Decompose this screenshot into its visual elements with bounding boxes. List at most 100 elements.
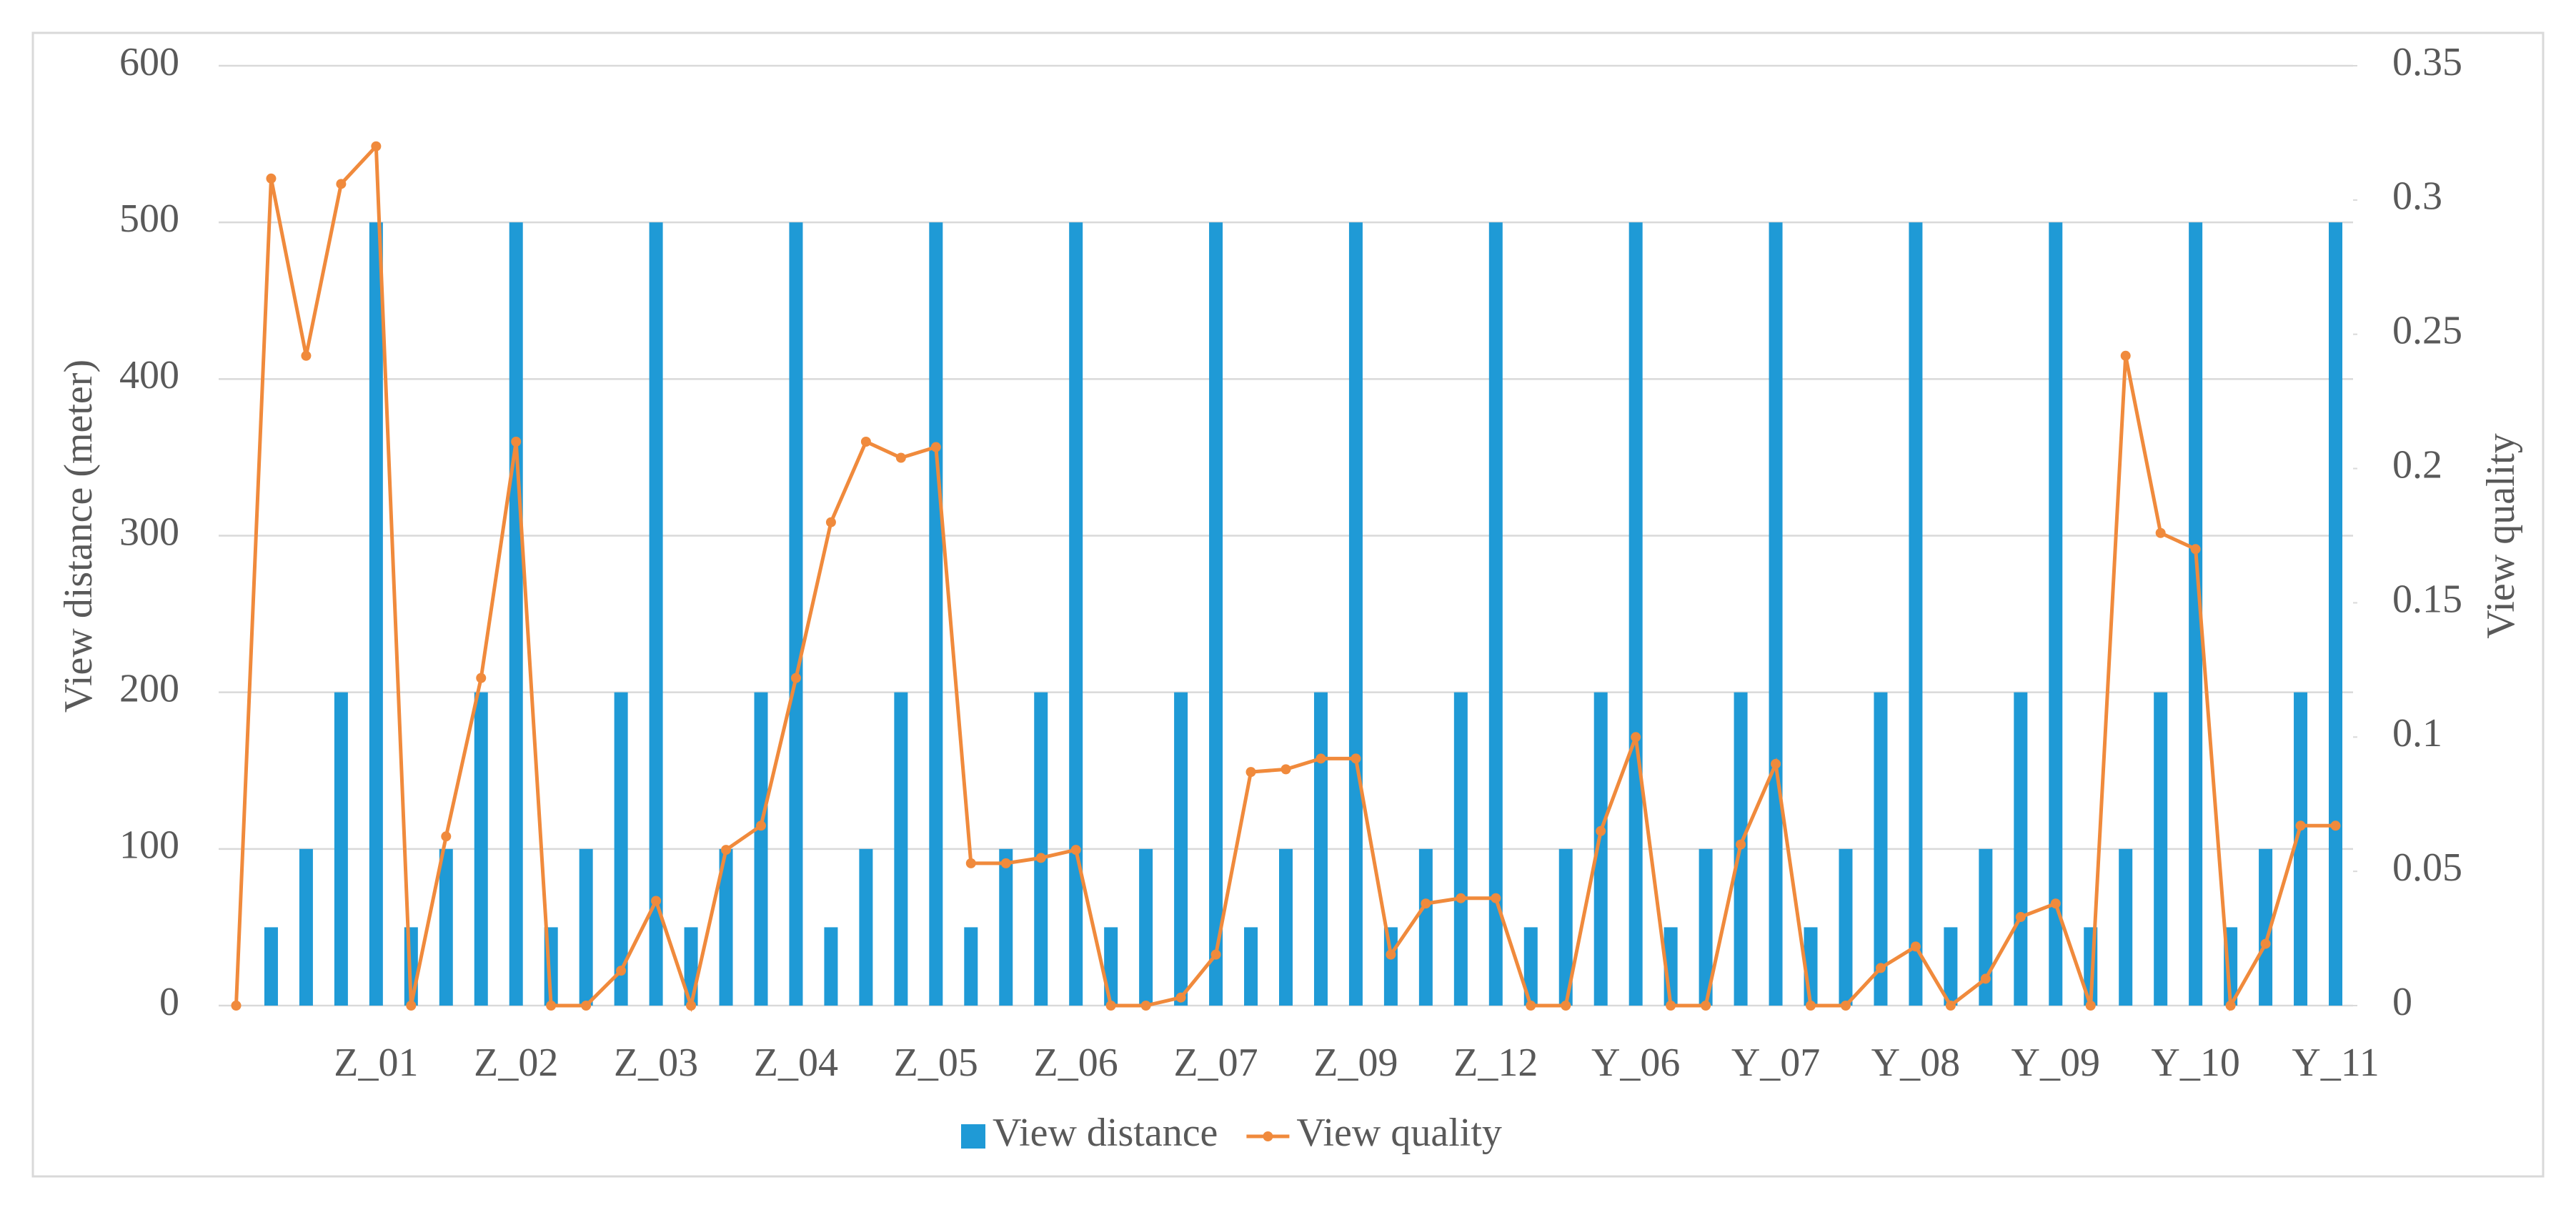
line-marker: [1526, 1001, 1536, 1011]
line-marker: [616, 966, 627, 976]
line-marker: [1875, 963, 1886, 973]
line-marker: [441, 831, 452, 842]
line-marker: [1105, 1001, 1116, 1011]
line-marker: [1840, 1001, 1851, 1011]
y-tick-label: 300: [119, 510, 179, 554]
bar: [929, 222, 943, 1006]
line-marker: [930, 442, 941, 452]
bar: [1523, 927, 1538, 1006]
line-marker: [2190, 544, 2201, 555]
bar: [1034, 692, 1048, 1006]
line-marker: [1910, 941, 1921, 952]
line-marker: [1280, 764, 1291, 775]
bar: [964, 927, 978, 1006]
line-marker: [965, 858, 976, 868]
line-marker: [1456, 893, 1466, 903]
bar: [1104, 927, 1118, 1006]
bar: [1174, 692, 1188, 1006]
bar: [1209, 222, 1223, 1006]
bar: [1944, 927, 1958, 1006]
bar: [1839, 848, 1853, 1006]
x-tick-label: Y_08: [1871, 1041, 1960, 1085]
line-marker: [651, 896, 662, 906]
bar: [509, 222, 523, 1006]
line-marker: [825, 517, 836, 527]
y2-axis-title: View quality: [2479, 433, 2523, 638]
bar: [2049, 222, 2063, 1006]
bar: [1453, 692, 1468, 1006]
bar: [2014, 692, 2028, 1006]
line-marker: [476, 673, 487, 683]
line-marker: [860, 437, 871, 447]
bar: [1279, 848, 1293, 1006]
y2-tick-label: 0.2: [2392, 442, 2442, 487]
line-marker: [1351, 753, 1361, 764]
line-marker: [1736, 839, 1746, 850]
y-tick-label: 600: [119, 40, 179, 84]
line-marker: [2260, 938, 2271, 949]
line-marker: [2225, 1001, 2236, 1011]
line-marker: [511, 437, 522, 447]
line-marker: [1491, 893, 1501, 903]
x-tick-label: Z_12: [1453, 1041, 1538, 1085]
bar: [614, 692, 628, 1006]
bar: [1874, 692, 1888, 1006]
y2-tick-label: 0.35: [2392, 40, 2462, 84]
legend-label: View distance: [993, 1111, 1218, 1155]
bar: [1628, 222, 1643, 1006]
x-tick-label: Z_07: [1173, 1041, 1258, 1085]
bar: [754, 692, 768, 1006]
x-tick-label: Y_09: [2011, 1041, 2100, 1085]
bar: [859, 848, 873, 1006]
line-marker: [2015, 912, 2026, 923]
line-marker: [231, 1001, 242, 1011]
line-marker: [2050, 898, 2061, 909]
line-marker: [1386, 949, 1396, 960]
x-tick-label: Y_06: [1591, 1041, 1680, 1085]
line-marker: [895, 452, 906, 463]
y2-tick-label: 0.1: [2392, 711, 2442, 755]
y-axis-title: View distance (meter): [56, 359, 101, 713]
y2-tick-label: 0: [2392, 980, 2412, 1024]
y-tick-label: 100: [119, 823, 179, 868]
y2-tick-label: 0.25: [2392, 309, 2462, 353]
line-marker: [790, 673, 801, 683]
y-tick-label: 500: [119, 197, 179, 241]
bar: [1593, 692, 1608, 1006]
line-marker: [755, 820, 766, 831]
bar: [1558, 848, 1573, 1006]
bar: [824, 927, 838, 1006]
bar: [999, 848, 1013, 1006]
bar: [2259, 848, 2273, 1006]
y2-tick-label: 0.15: [2392, 577, 2462, 621]
legend-label: View quality: [1296, 1111, 1501, 1155]
line-marker: [1701, 1001, 1711, 1011]
x-tick-label: Z_03: [614, 1041, 698, 1085]
line-marker: [2155, 527, 2166, 538]
line-marker: [1316, 753, 1326, 764]
line-marker: [1245, 767, 1256, 778]
line-marker: [2085, 1001, 2096, 1011]
line-marker: [301, 350, 312, 361]
bar: [1313, 692, 1328, 1006]
line-marker: [266, 173, 277, 184]
y-tick-label: 400: [119, 353, 179, 397]
y2-tick-label: 0.05: [2392, 845, 2462, 890]
line-marker: [1421, 898, 1431, 909]
x-tick-label: Z_01: [334, 1041, 418, 1085]
bar: [1383, 927, 1398, 1006]
bar: [1244, 927, 1258, 1006]
line-marker: [2120, 350, 2131, 361]
line-marker: [2295, 820, 2306, 831]
line-marker: [2330, 820, 2341, 831]
line-marker: [371, 141, 382, 152]
y2-tick-label: 0.3: [2392, 174, 2442, 219]
bar: [439, 848, 453, 1006]
bar: [789, 222, 803, 1006]
line-marker: [1175, 992, 1186, 1003]
line-marker: [1666, 1001, 1676, 1011]
bar: [579, 848, 593, 1006]
x-tick-label: Z_06: [1034, 1041, 1118, 1085]
line-marker: [1561, 1001, 1571, 1011]
